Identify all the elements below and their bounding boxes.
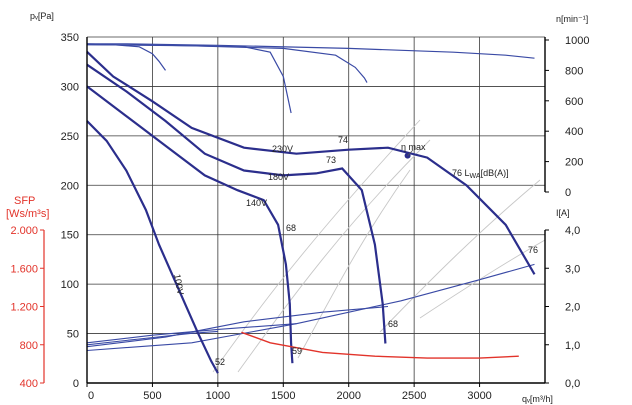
efficiency-contour (297, 169, 411, 359)
speed-curve (87, 43, 535, 59)
current-tick-label: 1,0 (565, 340, 580, 352)
x-axis-label: qᵥ[m³/h] (522, 394, 553, 404)
current-axis-label: I[A] (556, 208, 570, 218)
x-tick-label: 0 (88, 390, 94, 402)
tick-labels: 0 500 1000 1500 2000 2500 30000501001502002503… (10, 32, 589, 402)
contour-label: 68 (388, 319, 398, 329)
y-tick-label: 350 (61, 32, 79, 44)
current-curve (86, 263, 535, 352)
y-tick-label: 50 (67, 329, 79, 341)
sfp-tick-label: 1.600 (10, 263, 38, 275)
speed-tick-label: 600 (565, 96, 583, 108)
contour-label: 73 (326, 155, 336, 165)
y-tick-label: 100 (61, 279, 79, 291)
curve-label-140V: 140V (246, 198, 267, 208)
sfp-tick-label: 1.200 (10, 302, 38, 314)
speed-curve (86, 44, 368, 83)
x-tick-label: 3000 (467, 390, 491, 402)
y-tick-label: 0 (73, 378, 79, 390)
x-tick-label: 1000 (206, 390, 230, 402)
speed-tick-label: 0 (565, 187, 571, 199)
x-tick-label: 2500 (402, 390, 426, 402)
speed-axis-label: n[min⁻¹] (556, 14, 588, 24)
grid (86, 36, 545, 384)
max-efficiency-label: η max (401, 142, 426, 152)
speed-tick-label: 200 (565, 157, 583, 169)
efficiency-contour (212, 119, 421, 373)
annotations: pᵥ[Pa] n[min⁻¹] I[A] qᵥ[m³/h] SFP[Ws/m³s] 230… (6, 11, 588, 404)
pressure-curve-140V (86, 85, 294, 364)
pressure-curve-100V (86, 120, 219, 374)
x-tick-label: 1500 (271, 390, 295, 402)
efficiency-contours (212, 119, 546, 373)
contour-label: 68 (286, 223, 296, 233)
speed-curve (86, 43, 166, 71)
contour-label: 76 (528, 245, 538, 255)
sfp-tick-label: 2.000 (10, 225, 38, 237)
efficiency-contour (379, 179, 541, 333)
max-efficiency-leader (407, 149, 414, 156)
current-curve (86, 323, 297, 344)
y-tick-label: 200 (61, 180, 79, 192)
curve-label-180V: 180V (268, 172, 289, 182)
contour-label: 59 (292, 346, 302, 356)
sfp-tick-label: 800 (20, 340, 38, 352)
sound-level-label: 76 LWA[dB(A)] (452, 168, 509, 180)
current-tick-label: 0,0 (565, 378, 580, 390)
speed-tick-label: 800 (565, 65, 583, 77)
curve-label-230V: 230V (272, 144, 293, 154)
sfp-axis-unit: [Ws/m³s] (6, 208, 49, 220)
sfp-curve (241, 331, 519, 359)
contour-label: 52 (215, 357, 225, 367)
sfp-tick-label: 400 (20, 378, 38, 390)
axes (43, 37, 546, 384)
current-tick-label: 3,0 (565, 263, 580, 275)
current-curve (86, 305, 389, 348)
sfp-axis-label: SFP (14, 195, 35, 207)
pressure-curve-180V (86, 63, 387, 344)
efficiency-contour (237, 139, 431, 373)
y-tick-label: 250 (61, 131, 79, 143)
current-tick-label: 4,0 (565, 225, 580, 237)
pressure-curve-230V (86, 50, 536, 275)
current-tick-label: 2,0 (565, 302, 580, 314)
y-tick-label: 300 (61, 81, 79, 93)
curves (86, 43, 536, 374)
x-tick-label: 500 (143, 390, 161, 402)
efficiency-contour (419, 239, 546, 319)
speed-tick-label: 400 (565, 126, 583, 138)
contour-label: 74 (338, 135, 348, 145)
x-tick-label: 2000 (336, 390, 360, 402)
y-axis-label: pᵥ[Pa] (30, 11, 54, 21)
y-tick-label: 150 (61, 230, 79, 242)
current-curve (86, 330, 218, 346)
curve-label-100V: 100V (172, 273, 186, 295)
speed-tick-label: 1000 (565, 35, 589, 47)
